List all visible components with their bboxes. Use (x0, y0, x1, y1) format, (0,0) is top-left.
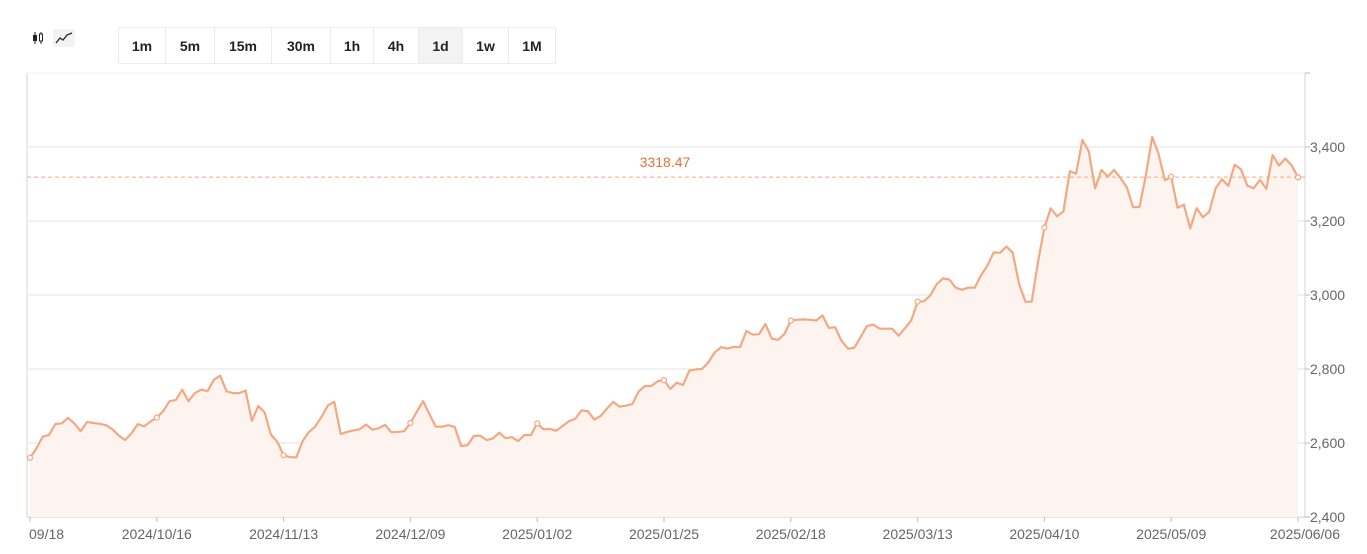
y-tick-label: 2,400 (1310, 509, 1345, 525)
timeframe-5m-button[interactable]: 5m (166, 28, 215, 63)
x-tick-label: 2025/05/09 (1136, 526, 1206, 542)
x-tick-label: 2024/11/13 (249, 526, 318, 542)
x-axis: 09/18 2024/10/16 2024/11/13 2024/12/09 2025/… (29, 517, 1340, 542)
x-tick-label: 2025/03/13 (883, 526, 953, 542)
y-tick-label: 2,600 (1310, 435, 1345, 451)
y-axis: 2,400 2,600 2,800 3,000 3,200 3,400 (1305, 72, 1345, 525)
candlestick-icon[interactable] (27, 29, 49, 47)
timeframe-1M-button[interactable]: 1M (522, 37, 542, 54)
timeframe-30m-button[interactable]: 30m (272, 28, 331, 63)
price-marker (787, 317, 794, 324)
x-tick-label: 2024/10/16 (122, 526, 192, 542)
timeframe-15m-button[interactable]: 15m (215, 28, 272, 63)
price-marker (660, 377, 668, 384)
x-tick-label: 2025/02/18 (756, 526, 826, 542)
price-marker (407, 419, 414, 427)
y-tick-label: 3,200 (1310, 213, 1345, 229)
y-tick-label: 3,000 (1310, 287, 1345, 303)
price-marker (26, 454, 34, 461)
y-tick-label: 2,800 (1310, 361, 1345, 377)
timeframe-1h-button[interactable]: 1h (331, 28, 374, 63)
price-marker (914, 298, 921, 305)
x-tick-label: 2025/01/02 (502, 526, 572, 542)
price-marker (280, 452, 287, 459)
timeframe-1m-button[interactable]: 1m (119, 28, 166, 63)
x-tick-label: 2025/06/06 (1270, 526, 1340, 542)
timeframe-1w-button[interactable]: 1w (463, 28, 509, 63)
line-chart-icon[interactable] (53, 29, 75, 47)
timeframe-4h-button[interactable]: 4h (374, 28, 419, 63)
current-price-label: 3318.47 (640, 154, 691, 170)
y-tick-label: 3,400 (1310, 139, 1345, 155)
price-area-fill (30, 137, 1298, 517)
x-tick-label: 09/18 (29, 526, 64, 542)
timeframe-selector: 1m 5m 15m 30m 1h 4h 1d 1w 1M (118, 27, 556, 64)
x-tick-label: 2024/12/09 (375, 526, 445, 542)
price-marker (1168, 173, 1175, 180)
chart-type-switcher (27, 29, 75, 47)
timeframe-1d-button[interactable]: 1d (419, 28, 463, 63)
price-markers (26, 173, 1302, 461)
price-marker (1294, 174, 1302, 181)
x-tick-label: 2025/04/10 (1009, 526, 1079, 542)
price-marker (1041, 224, 1048, 231)
price-marker (153, 414, 160, 421)
x-tick-label: 2025/01/25 (629, 526, 699, 542)
price-marker (534, 420, 541, 427)
